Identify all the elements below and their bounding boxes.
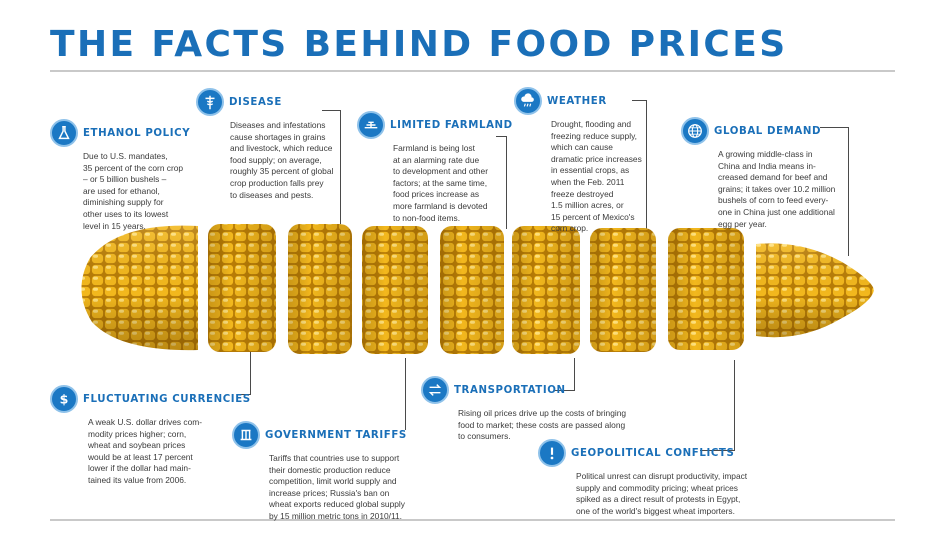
globe-icon (681, 117, 709, 145)
corn-slice-1 (208, 224, 276, 352)
connector-demand (820, 127, 849, 256)
corn-slice-2 (288, 224, 352, 354)
section-weather: WEATHER Drought, flooding and freezing r… (514, 87, 654, 235)
connector-tariffs (405, 358, 414, 430)
weather-body: Drought, flooding and freezing reduce su… (551, 119, 642, 234)
currencies-heading: FLUCTUATING CURRENCIES (83, 393, 251, 405)
field-icon (357, 111, 385, 139)
flask-icon (50, 119, 78, 147)
disease-heading: DISEASE (229, 96, 282, 108)
tariffs-heading: GOVERNMENT TARIFFS (265, 429, 407, 441)
conflicts-heading: GEOPOLITICAL CONFLICTS (571, 447, 735, 459)
section-global-demand: GLOBAL DEMAND A growing middle-class in … (681, 117, 846, 230)
corn-slice-5 (512, 226, 580, 354)
exclamation-icon (538, 439, 566, 467)
connector-currencies (238, 352, 251, 395)
connector-transport (554, 358, 575, 391)
farmland-body: Farmland is being lost at an alarming ra… (393, 143, 488, 223)
column-icon (232, 421, 260, 449)
caduceus-icon (196, 88, 224, 116)
weather-heading: WEATHER (547, 95, 607, 107)
corn-end-left (81, 225, 198, 351)
page-title: THE FACTS BEHIND FOOD PRICES (50, 24, 788, 65)
ethanol-heading: ETHANOL POLICY (83, 127, 191, 139)
demand-body: A growing middle-class in China and Indi… (718, 149, 836, 229)
dollar-icon: $ (50, 385, 78, 413)
transport-body: Rising oil prices drive up the costs of … (458, 408, 627, 442)
section-fluctuating-currencies: $ FLUCTUATING CURRENCIES A weak U.S. dol… (50, 385, 250, 487)
corn-slice-4 (440, 226, 504, 354)
disease-body: Diseases and infestations cause shortage… (230, 120, 334, 200)
top-divider (50, 70, 895, 72)
farmland-heading: LIMITED FARMLAND (390, 119, 513, 131)
connector-weather (632, 100, 647, 231)
section-disease: DISEASE Diseases and infestations cause … (196, 88, 346, 201)
connector-conflicts (700, 360, 735, 451)
corn-tip (756, 243, 874, 338)
section-ethanol-policy: ETHANOL POLICY Due to U.S. mandates, 35 … (50, 119, 210, 232)
tariffs-body: Tariffs that countries use to support th… (269, 453, 405, 521)
conflicts-body: Political unrest can disrupt productivit… (576, 471, 748, 516)
arrows-icon (421, 376, 449, 404)
currencies-body: A weak U.S. dollar drives com- modity pr… (88, 417, 203, 485)
storm-cloud-icon (514, 87, 542, 115)
corn-slice-7 (668, 228, 744, 350)
bottom-divider (50, 519, 895, 521)
ethanol-body: Due to U.S. mandates, 35 percent of the … (83, 151, 184, 231)
section-geopolitical-conflicts: GEOPOLITICAL CONFLICTS Political unrest … (538, 439, 778, 517)
section-transportation: TRANSPORTATION Rising oil prices drive u… (421, 376, 651, 443)
corn-slice-3 (362, 226, 428, 354)
svg-text:$: $ (60, 392, 69, 407)
demand-heading: GLOBAL DEMAND (714, 125, 822, 137)
section-limited-farmland: LIMITED FARMLAND Farmland is being lost … (357, 111, 512, 224)
corn-slice-6 (590, 228, 656, 352)
section-government-tariffs: GOVERNMENT TARIFFS Tariffs that countrie… (232, 421, 412, 523)
connector-disease (322, 110, 341, 225)
transport-heading: TRANSPORTATION (454, 384, 566, 396)
connector-farmland (496, 136, 507, 229)
